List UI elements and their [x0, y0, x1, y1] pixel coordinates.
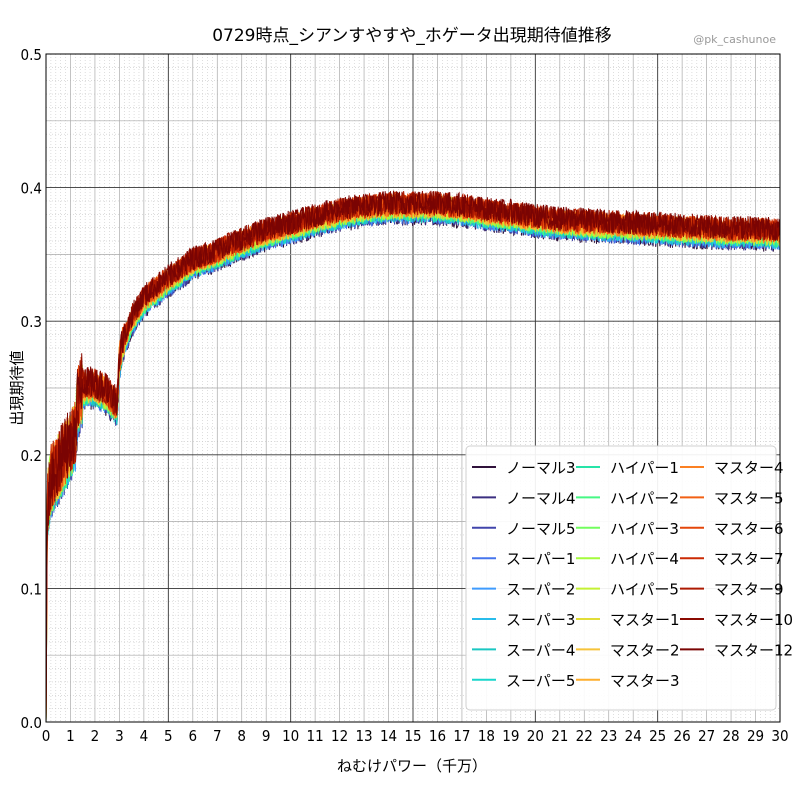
x-tick-label: 22	[576, 727, 593, 745]
x-tick-label: 12	[331, 727, 348, 745]
legend-entry-label: マスター1	[610, 611, 680, 629]
legend-entry-label: ノーマル4	[506, 489, 576, 507]
y-tick-label: 0.3	[21, 313, 42, 331]
legend-entry-label: ハイパー3	[610, 520, 679, 538]
x-tick-label: 3	[115, 727, 124, 745]
x-tick-label: 15	[404, 727, 421, 745]
x-tick-label: 16	[429, 727, 446, 745]
legend-entry-label: マスター5	[714, 489, 784, 507]
x-tick-label: 14	[380, 727, 397, 745]
legend-entry-label: スーパー3	[506, 611, 575, 629]
x-tick-label: 18	[478, 727, 495, 745]
legend-entry-label: マスター2	[610, 641, 680, 659]
x-tick-label: 30	[771, 727, 788, 745]
x-tick-label: 6	[189, 727, 198, 745]
y-tick-label: 0.5	[21, 46, 42, 64]
y-tick-label: 0.2	[21, 447, 42, 465]
x-tick-label: 5	[164, 727, 173, 745]
x-tick-label: 25	[649, 727, 666, 745]
x-tick-label: 29	[747, 727, 764, 745]
legend-entry-label: マスター7	[714, 550, 784, 568]
legend-entry-label: スーパー5	[506, 672, 575, 690]
legend-entry-label: マスター6	[714, 520, 784, 538]
major-grid	[45, 53, 781, 723]
x-tick-label: 1	[66, 727, 75, 745]
x-tick-label: 10	[282, 727, 299, 745]
x-tick-label: 21	[551, 727, 568, 745]
x-tick-label: 11	[307, 727, 324, 745]
legend-entry-label: ハイパー1	[610, 459, 679, 477]
legend-entry-label: マスター12	[714, 641, 793, 659]
x-tick-labels: 0 1 2 3 4 5 6 7 8 9 10 11 12 13 14 15 16 17 18 19 20 21 22 23 24…	[42, 727, 789, 745]
x-tick-label: 2	[91, 727, 100, 745]
x-tick-label: 27	[698, 727, 715, 745]
y-tick-label: 0.4	[21, 180, 42, 198]
legend-entry-label: ノーマル3	[506, 459, 576, 477]
x-axis-label: ねむけパワー（千万）	[337, 757, 487, 775]
x-tick-label: 8	[237, 727, 246, 745]
legend-entry-label: スーパー2	[506, 581, 575, 599]
y-tick-labels: 0.0 0.1 0.2 0.3 0.4 0.5	[21, 46, 42, 732]
legend-entry-label: マスター3	[610, 672, 680, 690]
series-line	[45, 190, 781, 723]
x-tick-label: 0	[42, 727, 51, 745]
credit-text: @pk_cashunoe	[693, 33, 776, 46]
legend-entry-label: マスター10	[714, 611, 793, 629]
x-tick-label: 7	[213, 727, 222, 745]
legend-entry-label: スーパー4	[506, 641, 575, 659]
chart-title: 0729時点_シアンすやすや_ホゲータ出現期待値推移	[212, 26, 612, 46]
x-tick-label: 26	[674, 727, 691, 745]
legend-entry-label: マスター9	[714, 581, 784, 599]
x-tick-label: 9	[262, 727, 271, 745]
x-tick-label: 19	[502, 727, 519, 745]
legend-entry-label: ハイパー5	[610, 581, 679, 599]
y-axis-label: 出現期待値	[8, 350, 26, 425]
x-tick-label: 17	[453, 727, 470, 745]
plot-frame	[45, 53, 781, 723]
legend-entry-label: マスター4	[714, 459, 784, 477]
x-tick-label: 13	[355, 727, 372, 745]
y-tick-label: 0.1	[21, 580, 42, 598]
x-tick-label: 4	[140, 727, 149, 745]
y-tick-label: 0.0	[21, 714, 42, 732]
series-layer	[45, 190, 781, 723]
x-tick-label: 23	[600, 727, 617, 745]
legend-box	[465, 445, 777, 711]
legend-entry-label: ハイパー4	[610, 550, 679, 568]
legend-entry-label: ノーマル5	[506, 520, 576, 538]
legend: ノーマル3 ノーマル4 ノーマル5 スーパー1 スーパー2 スーパー3 スーパー4 スーパー5…	[465, 445, 793, 711]
x-tick-label: 28	[722, 727, 739, 745]
x-tick-label: 20	[527, 727, 544, 745]
legend-entry-label: ハイパー2	[610, 489, 679, 507]
x-tick-label: 24	[625, 727, 642, 745]
legend-entry-label: スーパー1	[506, 550, 575, 568]
